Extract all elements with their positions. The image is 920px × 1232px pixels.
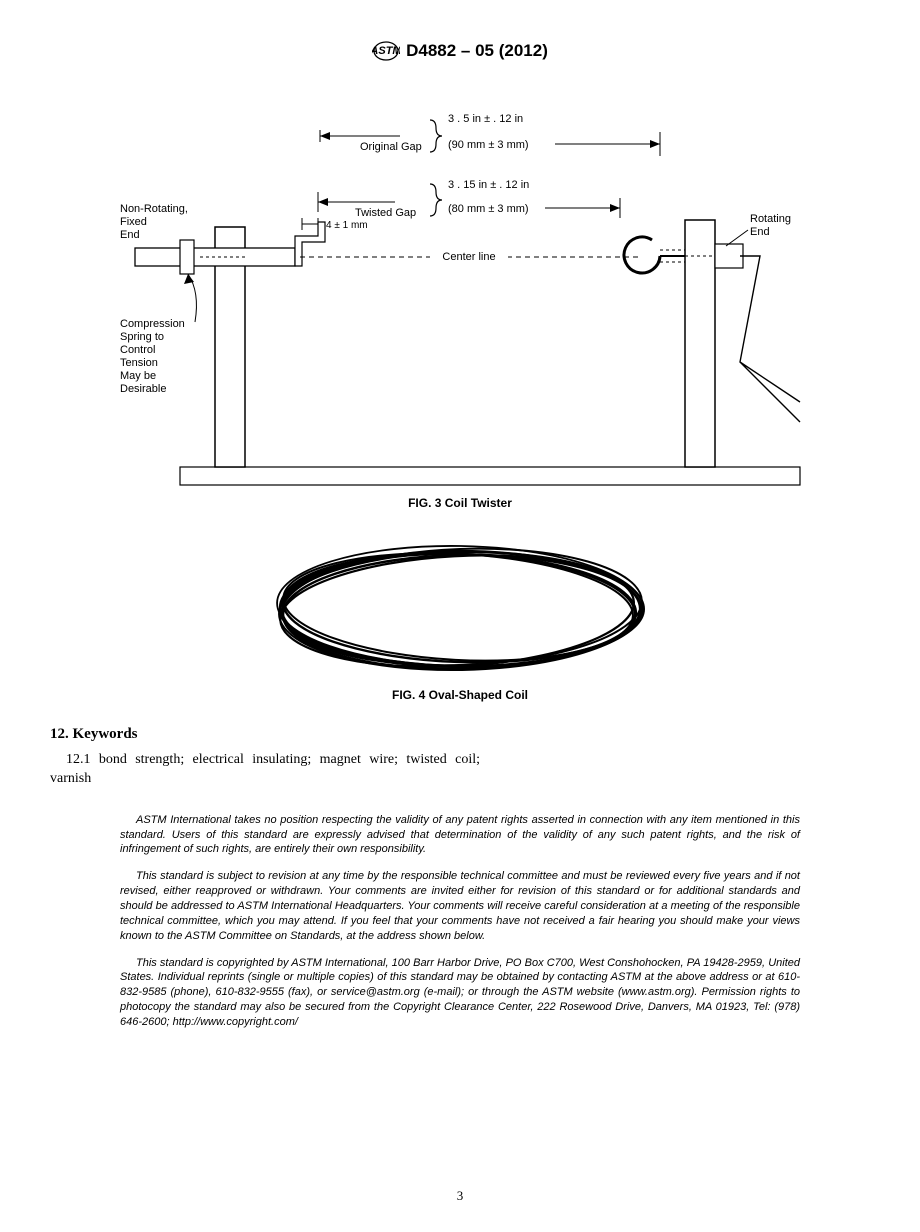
gap-small: 4 ± 1 mm: [326, 220, 368, 231]
center-line-label: Center line: [442, 251, 495, 263]
oval-coil-diagram: [250, 534, 670, 684]
section-12-text: bond strength; electrical insulating; ma…: [50, 752, 480, 786]
orig-mm: (90 mm ± 3 mm): [448, 139, 529, 151]
original-gap-label: Original Gap: [360, 141, 422, 153]
disclaimer-p1: ASTM International takes no position res…: [120, 813, 800, 858]
svg-text:ASTM: ASTM: [372, 45, 400, 57]
coil-twister-diagram: Center line Original Gap 3 . 5 in ± . 12…: [100, 72, 820, 492]
orig-in: 3 . 5 in ± . 12 in: [448, 113, 523, 125]
figure-3: Center line Original Gap 3 . 5 in ± . 12…: [100, 72, 820, 510]
fig3-caption: FIG. 3 Coil Twister: [100, 496, 820, 510]
section-12: 12. Keywords 12.1 bond strength; electri…: [50, 726, 870, 789]
page-number: 3: [0, 1188, 920, 1204]
tw-in: 3 . 15 in ± . 12 in: [448, 179, 529, 191]
non-rotating-label: Non-Rotating, Fixed End: [120, 203, 191, 241]
disclaimer-p2: This standard is subject to revision at …: [120, 869, 800, 943]
tw-mm: (80 mm ± 3 mm): [448, 203, 529, 215]
fig4-caption: FIG. 4 Oval-Shaped Coil: [250, 688, 670, 702]
rotating-end-label: Rotating End: [750, 213, 794, 238]
section-12-body: 12.1 bond strength; electrical insulatin…: [50, 751, 480, 789]
disclaimer-p3: This standard is copyrighted by ASTM Int…: [120, 956, 800, 1030]
disclaimer-block: ASTM International takes no position res…: [120, 813, 800, 1030]
section-12-heading: 12. Keywords: [50, 726, 870, 743]
twisted-gap-label: Twisted Gap: [355, 207, 416, 219]
section-12-lead: 12.1: [66, 752, 91, 767]
page-header: ASTM D4882 – 05 (2012): [50, 40, 870, 62]
astm-logo-icon: ASTM: [372, 40, 400, 62]
standard-id: D4882 – 05 (2012): [406, 41, 548, 61]
figure-4: FIG. 4 Oval-Shaped Coil: [250, 534, 670, 702]
compression-label: Compression Spring to Control Tension Ma…: [120, 318, 188, 395]
